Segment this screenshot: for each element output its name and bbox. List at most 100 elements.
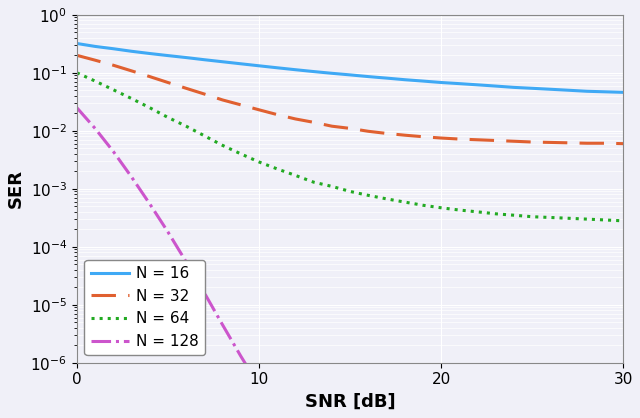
N = 32 bbox=[109, 63, 117, 68]
N = 64 bbox=[237, 151, 244, 156]
N = 32 bbox=[182, 86, 190, 91]
N = 16 bbox=[383, 76, 390, 81]
N = 16 bbox=[127, 49, 135, 54]
N = 128 bbox=[182, 259, 190, 264]
N = 128 bbox=[92, 126, 99, 131]
N = 32 bbox=[292, 117, 300, 122]
N = 64 bbox=[529, 214, 536, 219]
N = 64 bbox=[127, 96, 135, 101]
N = 16 bbox=[328, 71, 336, 76]
N = 32 bbox=[492, 138, 500, 143]
N = 64 bbox=[146, 105, 154, 110]
N = 16 bbox=[620, 90, 627, 95]
N = 32 bbox=[365, 129, 372, 134]
N = 16 bbox=[456, 81, 463, 86]
N = 128 bbox=[219, 322, 227, 327]
Line: N = 16: N = 16 bbox=[77, 43, 623, 92]
N = 16 bbox=[492, 84, 500, 89]
N = 64 bbox=[310, 180, 317, 185]
N = 64 bbox=[346, 189, 354, 194]
N = 16 bbox=[510, 85, 518, 90]
Line: N = 128: N = 128 bbox=[77, 108, 623, 418]
N = 16 bbox=[529, 86, 536, 91]
N = 32 bbox=[92, 58, 99, 63]
N = 32 bbox=[273, 112, 281, 117]
N = 16 bbox=[200, 57, 208, 62]
N = 64 bbox=[620, 218, 627, 223]
N = 16 bbox=[310, 69, 317, 74]
N = 32 bbox=[437, 135, 445, 140]
N = 32 bbox=[419, 134, 427, 139]
N = 32 bbox=[529, 140, 536, 145]
N = 128 bbox=[237, 354, 244, 359]
N = 64 bbox=[492, 212, 500, 217]
N = 32 bbox=[383, 131, 390, 136]
N = 32 bbox=[602, 141, 609, 146]
Line: N = 64: N = 64 bbox=[77, 73, 623, 221]
N = 64 bbox=[474, 209, 481, 214]
N = 16 bbox=[237, 61, 244, 66]
N = 128 bbox=[164, 229, 172, 234]
N = 32 bbox=[219, 97, 227, 102]
N = 16 bbox=[292, 67, 300, 72]
N = 16 bbox=[565, 88, 573, 93]
N = 64 bbox=[73, 70, 81, 75]
N = 32 bbox=[456, 137, 463, 142]
N = 16 bbox=[109, 46, 117, 51]
N = 128 bbox=[146, 201, 154, 206]
N = 64 bbox=[200, 133, 208, 138]
N = 64 bbox=[583, 217, 591, 222]
Line: N = 32: N = 32 bbox=[77, 55, 623, 144]
N = 64 bbox=[164, 115, 172, 120]
N = 16 bbox=[219, 59, 227, 64]
Legend: N = 16, N = 32, N = 64, N = 128: N = 16, N = 32, N = 64, N = 128 bbox=[84, 260, 205, 355]
N = 64 bbox=[92, 79, 99, 84]
N = 64 bbox=[565, 216, 573, 221]
N = 64 bbox=[365, 193, 372, 198]
N = 64 bbox=[437, 205, 445, 210]
N = 128 bbox=[255, 383, 263, 388]
N = 32 bbox=[328, 124, 336, 129]
Y-axis label: SER: SER bbox=[7, 169, 25, 208]
N = 32 bbox=[510, 139, 518, 144]
N = 64 bbox=[547, 215, 554, 220]
N = 16 bbox=[419, 79, 427, 84]
N = 64 bbox=[255, 159, 263, 164]
N = 64 bbox=[383, 196, 390, 201]
N = 16 bbox=[437, 80, 445, 85]
N = 32 bbox=[565, 140, 573, 145]
N = 16 bbox=[92, 44, 99, 49]
N = 128 bbox=[273, 408, 281, 413]
N = 32 bbox=[127, 69, 135, 74]
N = 64 bbox=[602, 217, 609, 222]
N = 128 bbox=[73, 105, 81, 110]
N = 32 bbox=[237, 102, 244, 107]
N = 128 bbox=[127, 174, 135, 179]
N = 64 bbox=[109, 87, 117, 92]
N = 32 bbox=[401, 133, 408, 138]
N = 64 bbox=[292, 173, 300, 178]
N = 16 bbox=[164, 53, 172, 58]
N = 16 bbox=[73, 41, 81, 46]
N = 64 bbox=[328, 184, 336, 189]
N = 32 bbox=[164, 80, 172, 85]
N = 32 bbox=[474, 137, 481, 142]
N = 32 bbox=[73, 53, 81, 58]
N = 32 bbox=[200, 92, 208, 97]
N = 64 bbox=[510, 213, 518, 218]
N = 32 bbox=[255, 107, 263, 112]
N = 16 bbox=[583, 89, 591, 94]
N = 32 bbox=[620, 141, 627, 146]
N = 32 bbox=[146, 74, 154, 79]
N = 128 bbox=[109, 149, 117, 154]
N = 64 bbox=[419, 203, 427, 208]
N = 32 bbox=[310, 120, 317, 125]
N = 16 bbox=[273, 65, 281, 70]
N = 64 bbox=[219, 143, 227, 148]
N = 64 bbox=[182, 124, 190, 129]
N = 16 bbox=[547, 87, 554, 92]
N = 32 bbox=[547, 140, 554, 145]
N = 16 bbox=[182, 55, 190, 60]
N = 16 bbox=[602, 89, 609, 94]
X-axis label: SNR [dB]: SNR [dB] bbox=[305, 393, 396, 411]
